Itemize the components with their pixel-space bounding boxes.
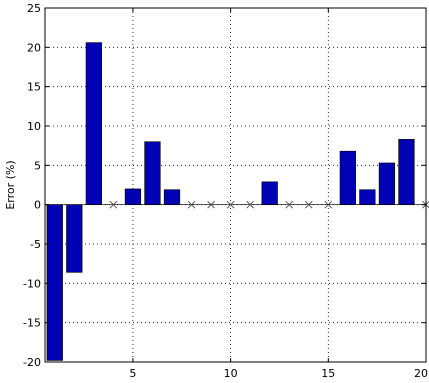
zero-marker-stroke	[285, 200, 294, 209]
x-tick-label: 10	[224, 367, 238, 380]
y-tick-label: 25	[27, 2, 41, 15]
y-tick-label: -10	[23, 277, 41, 290]
zero-marker	[207, 200, 215, 209]
y-tick-label: -5	[30, 238, 41, 251]
zero-marker-stroke	[187, 200, 196, 209]
bar	[398, 139, 415, 205]
zero-marker	[226, 200, 235, 209]
bar	[378, 162, 396, 205]
tick-labels: -20 -15 -10 -5 0 5 10 15 20 25 5 10 15 20	[23, 2, 428, 380]
bars	[45, 42, 426, 361]
zero-markers	[109, 200, 429, 209]
bar	[261, 181, 278, 205]
bar	[144, 141, 161, 205]
bar	[339, 150, 356, 205]
zero-marker-stroke	[109, 200, 118, 209]
zero-marker-stroke	[246, 200, 255, 209]
bar	[124, 188, 142, 205]
zero-marker	[285, 200, 294, 209]
x-tick-label: 15	[321, 367, 335, 380]
bar	[359, 189, 376, 205]
zero-marker	[324, 200, 333, 209]
x-tick-label: 20	[414, 367, 428, 380]
zero-marker-stroke	[304, 200, 313, 209]
y-tick-label: -15	[23, 317, 41, 330]
zero-marker	[304, 200, 313, 209]
zero-marker-stroke	[207, 200, 215, 209]
y-tick-label: 10	[27, 120, 41, 133]
bar	[66, 204, 83, 273]
y-axis-label: Error (%)	[4, 160, 17, 209]
zero-marker	[246, 200, 255, 209]
y-tick-label: 5	[34, 159, 41, 172]
bar	[163, 189, 181, 205]
x-tick-label: 5	[129, 367, 136, 380]
y-tick-label: 15	[27, 81, 41, 94]
zero-marker	[109, 200, 118, 209]
zero-marker-stroke	[324, 200, 333, 209]
bar	[85, 42, 102, 205]
zero-marker	[187, 200, 196, 209]
y-tick-label: 20	[27, 41, 41, 54]
zero-marker-stroke	[226, 200, 235, 209]
plot-frame	[44, 7, 427, 363]
bar	[46, 204, 63, 361]
y-tick-label: 0	[34, 199, 41, 212]
y-tick-label: -20	[23, 356, 41, 369]
